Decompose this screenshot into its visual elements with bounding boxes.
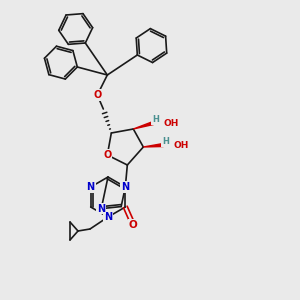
Text: O: O (93, 90, 101, 100)
Text: N: N (121, 182, 129, 192)
Polygon shape (133, 122, 154, 129)
Text: OH: OH (163, 118, 179, 127)
Text: N: N (104, 212, 112, 222)
Polygon shape (143, 143, 164, 147)
Text: OH: OH (173, 140, 189, 149)
Text: O: O (129, 220, 138, 230)
Text: N: N (97, 204, 105, 214)
Text: N: N (87, 182, 95, 192)
Text: H: H (152, 116, 159, 124)
Text: H: H (162, 137, 169, 146)
Text: O: O (103, 150, 111, 160)
